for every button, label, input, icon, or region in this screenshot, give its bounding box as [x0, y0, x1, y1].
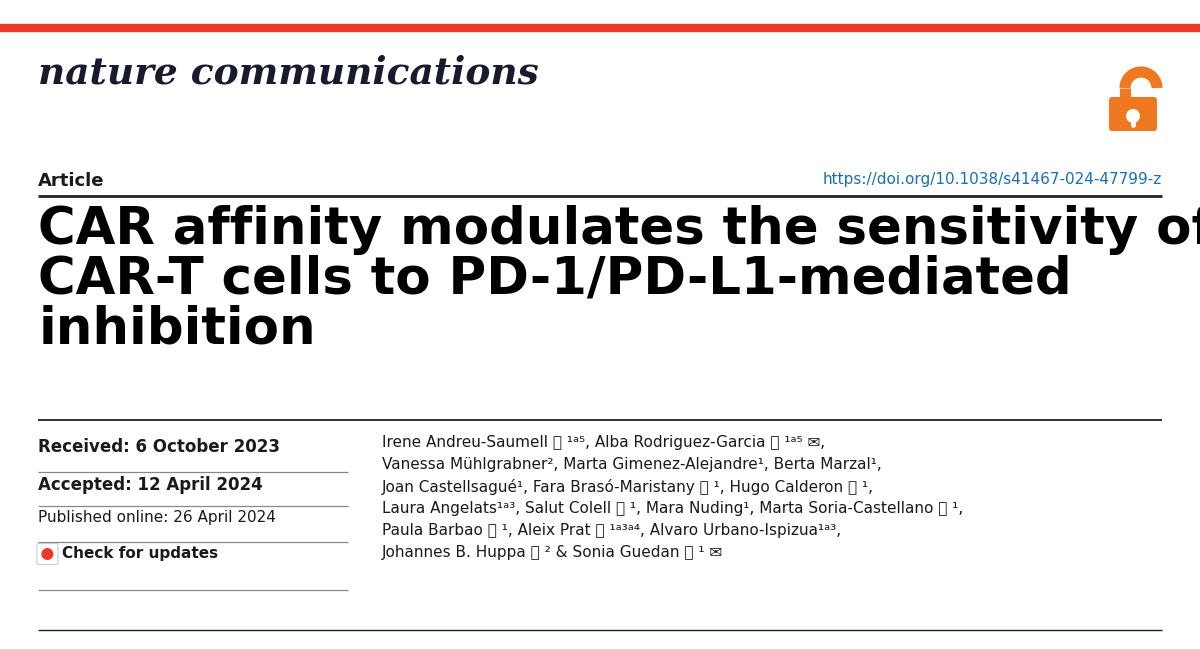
Text: CAR-T cells to PD-1/PD-L1-mediated: CAR-T cells to PD-1/PD-L1-mediated — [38, 255, 1072, 305]
Text: Received: 6 October 2023: Received: 6 October 2023 — [38, 438, 281, 456]
Text: Check for updates: Check for updates — [62, 546, 218, 561]
Text: Irene Andreu-Saumell Ⓡ ¹ᵃ⁵, Alba Rodriguez-Garcia Ⓡ ¹ᵃ⁵ ✉,: Irene Andreu-Saumell Ⓡ ¹ᵃ⁵, Alba Rodrigu… — [382, 435, 824, 450]
Text: Johannes B. Huppa Ⓡ ² & Sonia Guedan Ⓡ ¹ ✉: Johannes B. Huppa Ⓡ ² & Sonia Guedan Ⓡ ¹… — [382, 545, 722, 560]
Text: https://doi.org/10.1038/s41467-024-47799-z: https://doi.org/10.1038/s41467-024-47799… — [822, 172, 1162, 187]
FancyBboxPatch shape — [37, 543, 58, 565]
Text: Joan Castellsagué¹, Fara Brasó-Maristany Ⓡ ¹, Hugo Calderon Ⓡ ¹,: Joan Castellsagué¹, Fara Brasó-Maristany… — [382, 479, 874, 495]
Text: nature communications: nature communications — [38, 55, 539, 92]
Text: inhibition: inhibition — [38, 305, 316, 355]
Text: Article: Article — [38, 172, 104, 190]
Text: CAR affinity modulates the sensitivity of: CAR affinity modulates the sensitivity o… — [38, 205, 1200, 255]
Text: Paula Barbao Ⓡ ¹, Aleix Prat Ⓡ ¹ᵃ³ᵃ⁴, Alvaro Urbano-Ispizua¹ᵃ³,: Paula Barbao Ⓡ ¹, Aleix Prat Ⓡ ¹ᵃ³ᵃ⁴, Al… — [382, 523, 841, 538]
Text: Laura Angelats¹ᵃ³, Salut Colell Ⓡ ¹, Mara Nuding¹, Marta Soria-Castellano Ⓡ ¹,: Laura Angelats¹ᵃ³, Salut Colell Ⓡ ¹, Mar… — [382, 501, 962, 516]
Text: Vanessa Mühlgrabner², Marta Gimenez-Alejandre¹, Berta Marzal¹,: Vanessa Mühlgrabner², Marta Gimenez-Alej… — [382, 457, 881, 472]
Circle shape — [1126, 109, 1140, 123]
Text: Published online: 26 April 2024: Published online: 26 April 2024 — [38, 510, 276, 525]
Text: Accepted: 12 April 2024: Accepted: 12 April 2024 — [38, 476, 263, 494]
Circle shape — [41, 548, 54, 560]
FancyBboxPatch shape — [1109, 97, 1157, 131]
